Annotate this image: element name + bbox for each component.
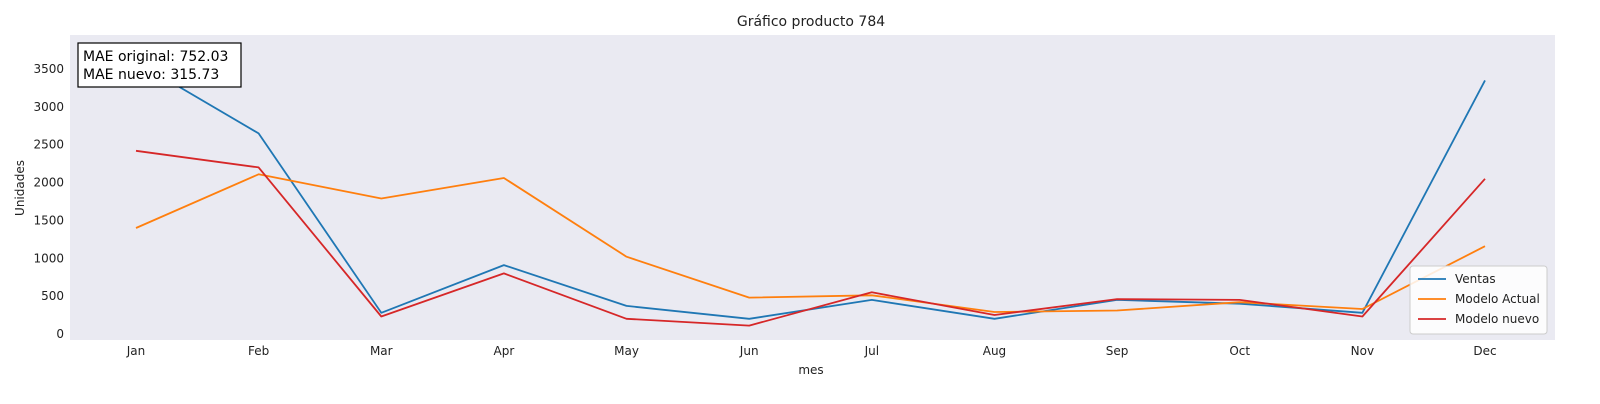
legend-box: [1409, 265, 1548, 335]
legend-label-ventas: Ventas: [1455, 272, 1496, 286]
x-tick-label: Jan: [126, 344, 146, 358]
legend-items: Ventas Modelo Actual Modelo nuevo: [1418, 272, 1540, 326]
x-axis-label: mes: [798, 363, 823, 377]
y-axis-label: Unidades: [13, 160, 27, 216]
legend-label-modelo-actual: Modelo Actual: [1455, 292, 1540, 306]
x-tick-label: Feb: [248, 344, 269, 358]
legend: Ventas Modelo Actual Modelo nuevo: [1409, 265, 1548, 335]
mae-annotation: MAE original: 752.03 MAE nuevo: 315.73: [77, 42, 242, 88]
x-tick-label: Jun: [739, 344, 759, 358]
y-tick-label: 2500: [33, 138, 64, 152]
y-tick-label: 1500: [33, 213, 64, 227]
y-tick-label: 3500: [33, 62, 64, 76]
x-tick-label: Aug: [983, 344, 1006, 358]
legend-label-modelo-nuevo: Modelo nuevo: [1455, 312, 1539, 326]
series-line-modelo-nuevo: [135, 149, 1486, 327]
x-axis-ticks: Jan Feb Mar Apr May Jun Jul Aug Sep Oct Nov Dec: [126, 344, 1497, 358]
x-tick-label: Sep: [1106, 344, 1129, 358]
y-tick-label: 3000: [33, 100, 64, 114]
plot-area: [70, 35, 1555, 340]
y-tick-label: 1000: [33, 251, 64, 265]
x-tick-label: Dec: [1473, 344, 1496, 358]
chart-title: Gráfico producto 784: [737, 14, 885, 30]
x-tick-label: Apr: [494, 344, 515, 358]
y-tick-label: 0: [56, 327, 64, 341]
mae-original-text: MAE original: 752.03: [83, 49, 228, 65]
x-tick-label: Jul: [864, 344, 879, 358]
series-layer: [135, 60, 1486, 327]
x-tick-label: May: [614, 344, 639, 358]
mae-nuevo-text: MAE nuevo: 315.73: [83, 67, 219, 83]
x-tick-label: Mar: [370, 344, 393, 358]
y-axis-ticks: 0 500 1000 1500 2000 2500 3000 3500: [33, 62, 64, 341]
x-tick-label: Oct: [1229, 344, 1250, 358]
mae-annotation-box: [77, 42, 242, 88]
x-tick-label: Nov: [1351, 344, 1374, 358]
y-tick-label: 500: [41, 289, 64, 303]
y-tick-label: 2000: [33, 176, 64, 190]
